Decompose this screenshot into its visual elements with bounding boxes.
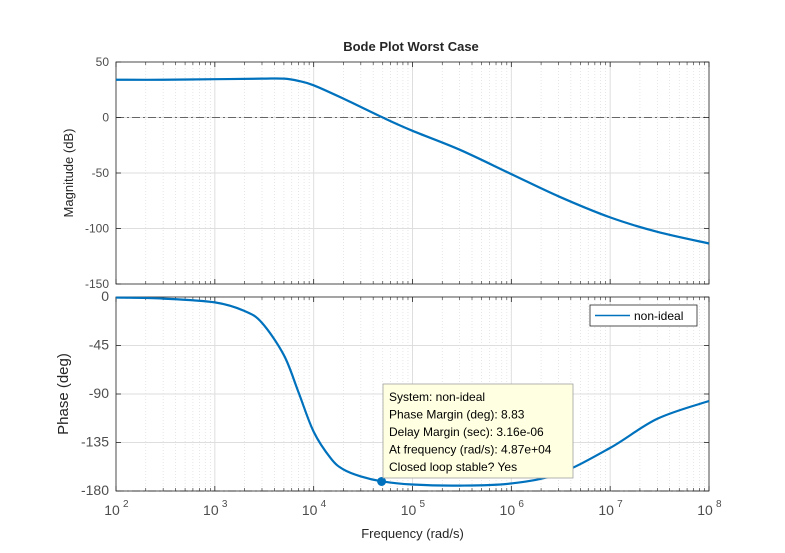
datatip-line: Closed loop stable? Yes (389, 460, 517, 474)
y-tick-label: 0 (101, 288, 109, 304)
x-tick-label: 10 (500, 502, 516, 518)
x-tick-label: 10 (598, 502, 614, 518)
x-tick-label-exponent: 8 (716, 499, 722, 510)
x-tick-label-exponent: 3 (222, 499, 228, 510)
x-tick-label: 10 (203, 502, 219, 518)
x-tick-label: 10 (697, 502, 713, 518)
datatip-line: Phase Margin (deg): 8.83 (389, 408, 525, 422)
magnitude-series-line (115, 77, 710, 245)
chart-title: Bode Plot Worst Case (343, 39, 479, 54)
datatip-line: Delay Margin (sec): 3.16e-06 (389, 425, 544, 439)
y-tick-label: 50 (96, 55, 110, 69)
x-tick-label: 10 (104, 502, 120, 518)
y-tick-label: 0 (102, 111, 109, 125)
margin-marker (377, 476, 387, 486)
y-tick-label: -50 (92, 166, 110, 180)
y-tick-label: -180 (81, 482, 109, 498)
y-tick-label: -150 (85, 277, 109, 291)
datatip-line: System: non-ideal (389, 390, 485, 404)
datatip-line: At frequency (rad/s): 4.87e+04 (389, 443, 552, 457)
x-tick-label-exponent: 4 (321, 499, 327, 510)
y-tick-label: -90 (89, 385, 109, 401)
y-tick-label: -100 (85, 222, 109, 236)
x-tick-label: 10 (401, 502, 417, 518)
x-tick-label-exponent: 5 (420, 499, 426, 510)
x-tick-label-exponent: 6 (518, 499, 524, 510)
legend-label: non-ideal (634, 309, 683, 323)
x-axis-label: Frequency (rad/s) (361, 526, 464, 541)
y-tick-label: -45 (89, 337, 109, 353)
phase-axis-label: Phase (deg) (55, 353, 72, 435)
y-tick-label: -135 (81, 434, 109, 450)
x-tick-label: 10 (302, 502, 318, 518)
legend-box (589, 304, 698, 327)
x-tick-label-exponent: 2 (123, 499, 129, 510)
datatip-box (382, 383, 574, 479)
x-tick-label-exponent: 7 (617, 499, 623, 510)
magnitude-axis-label: Magnitude (dB) (61, 129, 76, 218)
